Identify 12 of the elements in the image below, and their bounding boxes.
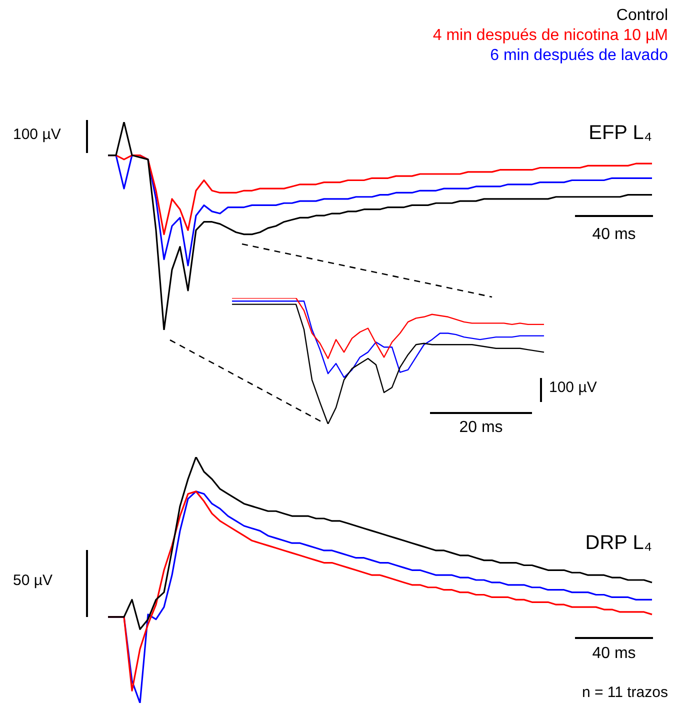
annotation: 40 ms [592, 226, 636, 244]
annotation: 40 ms [592, 645, 636, 663]
annotation: n = 11 trazos [582, 684, 668, 701]
text: 100 µV [549, 379, 597, 396]
text: 100 µV [13, 126, 61, 143]
annotation: DRP L₄ [585, 532, 652, 555]
text: 4 min después de nicotina 10 µM [432, 26, 668, 46]
text: 50 µV [13, 572, 52, 589]
annotation: 20 ms [459, 419, 503, 437]
text: 6 min después de lavado [489, 46, 668, 66]
annotation: EFP L₄ [588, 122, 652, 145]
text: Control [615, 6, 668, 26]
